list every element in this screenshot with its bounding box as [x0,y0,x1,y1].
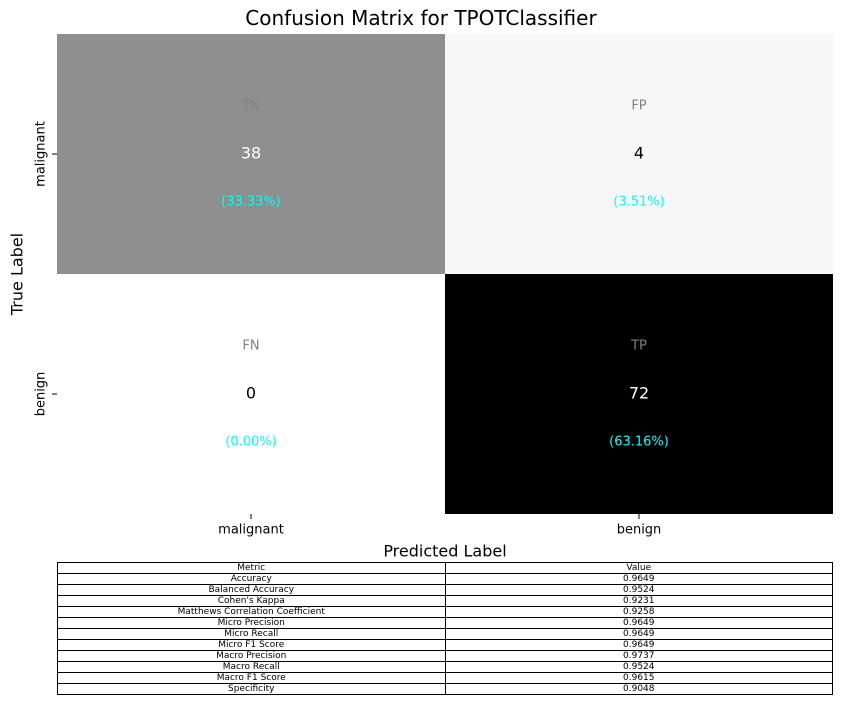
metric-name-cell: Accuracy [57,573,446,585]
metric-name-cell: Matthews Correlation Coefficient [57,606,446,618]
metric-value-cell: 0.9524 [444,584,833,596]
metrics-table: Metric Value Accuracy 0.9649 Balanced Accura… [57,562,833,695]
cell-percent-label: (33.33%) [221,195,281,210]
metric-value-cell: 0.9737 [444,650,833,662]
table-row: Matthews Correlation Coefficient 0.9258 [57,606,833,618]
metric-value-cell: 0.9649 [444,639,833,651]
metric-value-cell: Value [444,562,833,574]
metric-name-cell: Macro F1 Score [57,672,446,684]
chart-title: Confusion Matrix for TPOTClassifier [245,6,597,30]
metric-value-cell: 0.9649 [444,573,833,585]
heatmap-cell [445,274,833,514]
metric-value-cell: 0.9615 [444,672,833,684]
table-row: Accuracy 0.9649 [57,573,833,585]
heatmap-cell [57,274,445,514]
metric-name-cell: Micro Precision [57,617,446,629]
cell-count-label: 0 [246,384,256,403]
table-row: Micro F1 Score 0.9649 [57,639,833,651]
metric-name-cell: Micro Recall [57,628,446,640]
cell-tag-label: TN [241,99,260,114]
metric-name-cell: Specificity [57,683,446,695]
cell-percent-label: (63.16%) [609,435,669,450]
metric-name-cell: Macro Precision [57,650,446,662]
table-row: Balanced Accuracy 0.9524 [57,584,833,596]
cell-percent-label: (3.51%) [613,195,664,210]
metric-name-cell: Macro Recall [57,661,446,673]
metric-value-cell: 0.9231 [444,595,833,607]
cell-tag-label: FN [242,339,259,354]
table-row: Micro Precision 0.9649 [57,617,833,629]
metric-name-cell: Cohen's Kappa [57,595,446,607]
x-tick-label: benign [617,523,662,538]
x-axis-label: Predicted Label [383,542,506,561]
heatmap-cell [445,34,833,274]
metric-name-cell: Micro F1 Score [57,639,446,651]
table-row: Micro Recall 0.9649 [57,628,833,640]
cell-count-label: 4 [634,144,644,163]
metric-name-cell: Metric [57,562,446,574]
metric-name-cell: Balanced Accuracy [57,584,446,596]
cell-count-label: 72 [629,384,649,403]
x-tick-label: malignant [218,523,284,538]
heatmap-cell [57,34,445,274]
table-row: Macro F1 Score 0.9615 [57,672,833,684]
confusion-matrix-heatmap: TN 38 (33.33%) FP 4 (3.51%) FN 0 (0.00%) TP 72 (63.… [8,34,833,561]
metric-value-cell: 0.9649 [444,628,833,640]
metric-value-cell: 0.9258 [444,606,833,618]
table-header-row: Metric Value [57,562,833,574]
y-axis-label: True Label [8,233,27,316]
table-row: Macro Precision 0.9737 [57,650,833,662]
cell-percent-label: (0.00%) [225,435,276,450]
y-tick-label: malignant [34,121,49,187]
metric-value-cell: 0.9048 [444,683,833,695]
table-row: Specificity 0.9048 [57,683,833,695]
cell-tag-label: TP [630,339,647,354]
metric-value-cell: 0.9524 [444,661,833,673]
cell-count-label: 38 [241,144,261,163]
cell-tag-label: FP [631,99,646,114]
metric-value-cell: 0.9649 [444,617,833,629]
table-row: Macro Recall 0.9524 [57,661,833,673]
table-row: Cohen's Kappa 0.9231 [57,595,833,607]
y-tick-label: benign [34,372,49,417]
